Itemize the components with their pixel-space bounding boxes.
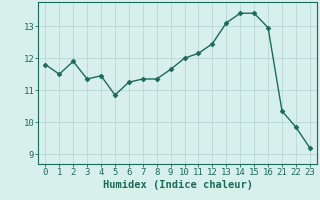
X-axis label: Humidex (Indice chaleur): Humidex (Indice chaleur): [103, 180, 252, 190]
